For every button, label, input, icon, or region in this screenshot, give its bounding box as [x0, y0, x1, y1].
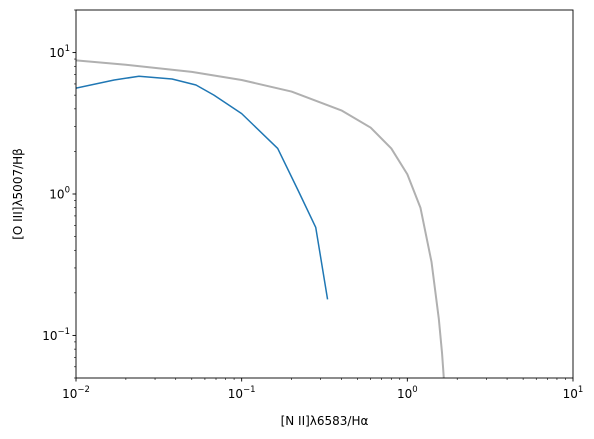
- y-tick-label-2: 101: [49, 44, 70, 60]
- y-tick-label-1: 100: [49, 186, 70, 202]
- x-axis-label: [N II]λ6583/Hα: [281, 414, 369, 428]
- y-tick-label-0: 10−1: [42, 327, 70, 343]
- series-layer: [76, 59, 445, 378]
- y-axis-label: [O III]λ5007/Hβ: [11, 148, 25, 240]
- plot-frame: [75, 9, 574, 379]
- x-tick-label-3: 101: [563, 385, 584, 401]
- x-tick-label-0: 10−2: [62, 385, 90, 401]
- x-tick-label-1: 10−1: [228, 385, 256, 401]
- ticks-layer: 10−2 10−1 100 101 10−1 100 101: [42, 9, 584, 401]
- series-line-0: [76, 75, 329, 300]
- x-tick-label-2: 100: [397, 385, 418, 401]
- series-line-1: [76, 59, 445, 378]
